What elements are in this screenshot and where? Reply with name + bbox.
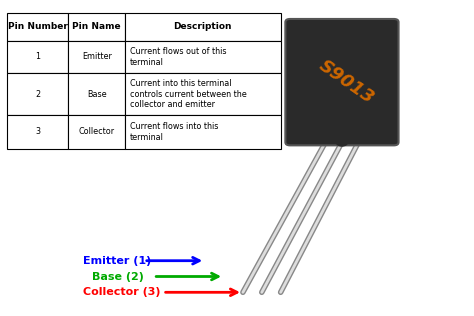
Text: Base (2): Base (2) (92, 271, 144, 282)
Text: 1: 1 (35, 52, 40, 61)
Text: Current flows out of this
terminal: Current flows out of this terminal (130, 47, 226, 67)
Text: Pin Name: Pin Name (73, 22, 121, 31)
Bar (125, 13, 281, 41)
Bar (125, 115, 281, 149)
Bar (7, 115, 68, 149)
Text: Description: Description (173, 22, 232, 31)
Text: S9013: S9013 (316, 57, 378, 108)
Bar (68, 115, 125, 149)
Text: Current into this terminal
controls current between the
collector and emitter: Current into this terminal controls curr… (130, 79, 246, 109)
Bar (7, 41, 68, 73)
Text: Base: Base (87, 89, 107, 99)
Text: Current flows into this
terminal: Current flows into this terminal (130, 122, 218, 142)
Text: Collector (3): Collector (3) (82, 287, 160, 297)
Bar (7, 13, 68, 41)
Text: Emitter: Emitter (82, 52, 112, 61)
Bar (68, 41, 125, 73)
Bar (68, 73, 125, 115)
Text: Pin Number: Pin Number (8, 22, 68, 31)
Text: Collector: Collector (79, 127, 115, 137)
FancyBboxPatch shape (285, 19, 399, 145)
Bar (7, 73, 68, 115)
Circle shape (336, 138, 347, 146)
Bar (68, 13, 125, 41)
Text: 3: 3 (35, 127, 40, 137)
Text: Emitter (1): Emitter (1) (82, 256, 151, 266)
Text: 2: 2 (35, 89, 40, 99)
Bar (125, 73, 281, 115)
Bar (125, 41, 281, 73)
